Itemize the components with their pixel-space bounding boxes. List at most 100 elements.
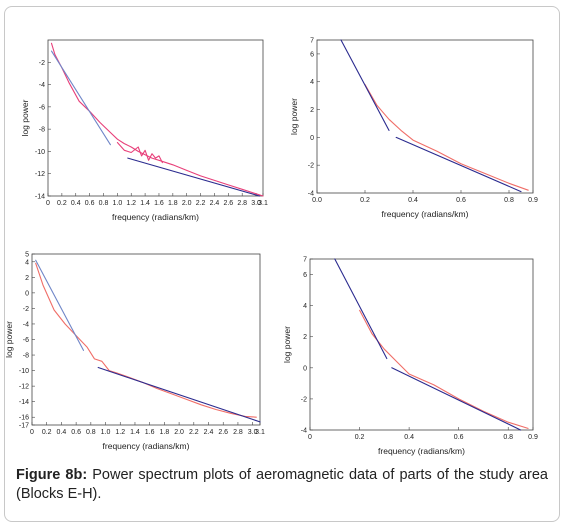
y-tick-label: 6 [310, 51, 314, 58]
y-tick-label: -10 [19, 368, 29, 375]
plot-area [316, 39, 534, 194]
x-tick-label: 0.8 [503, 434, 513, 441]
y-tick-label: -4 [301, 428, 307, 435]
y-tick-label: 4 [25, 259, 29, 266]
x-tick-label: 0.8 [86, 429, 96, 436]
y-tick-label: 6 [303, 272, 307, 279]
x-tick-label: 2.2 [196, 200, 206, 207]
x-tick-label: 0.9 [528, 197, 538, 204]
x-tick-label: 1.8 [168, 200, 178, 207]
x-tick-label: 2.8 [237, 200, 247, 207]
plot-area [309, 258, 534, 431]
series-line [359, 309, 529, 429]
caption-text: Power spectrum plots of aeromagnetic dat… [16, 467, 548, 502]
y-axis-label: log power [289, 98, 299, 135]
x-tick-label: 2.6 [223, 200, 233, 207]
y-tick-label: 7 [310, 38, 314, 45]
x-tick-label: 0 [308, 434, 312, 441]
y-tick-label: -2 [39, 60, 45, 67]
x-tick-label: 0.0 [312, 197, 322, 204]
x-tick-label: 0.8 [504, 197, 514, 204]
x-tick-label: 0.9 [528, 434, 538, 441]
x-tick-label: 0.6 [71, 429, 81, 436]
x-tick-label: 0.4 [404, 434, 414, 441]
x-tick-label: 1.0 [112, 200, 122, 207]
y-tick-label: 7 [303, 257, 307, 264]
x-tick-label: 0 [46, 200, 50, 207]
x-tick-label: 2.4 [204, 429, 214, 436]
x-tick-label: 1.0 [101, 429, 111, 436]
y-axis-label: log power [282, 326, 292, 363]
y-axis-label: log power [20, 99, 30, 136]
series-line [35, 259, 85, 351]
y-tick-label: -6 [39, 104, 45, 111]
x-tick-label: 0.6 [454, 434, 464, 441]
y-tick-label: -12 [35, 171, 45, 178]
x-tick-label: 1.6 [154, 200, 164, 207]
x-axis-label: frequency (radians/km) [382, 209, 469, 219]
y-tick-label: 5 [25, 252, 29, 259]
series-line [395, 136, 522, 193]
x-tick-label: 0.2 [42, 429, 52, 436]
y-tick-label: -4 [39, 82, 45, 89]
x-axis-label: frequency (radians/km) [378, 446, 465, 456]
y-tick-label: -6 [23, 337, 29, 344]
x-tick-label: 1.8 [160, 429, 170, 436]
y-tick-label: 4 [303, 303, 307, 310]
figure-frame [4, 6, 560, 522]
y-tick-label: -4 [23, 321, 29, 328]
y-tick-label: -14 [19, 399, 29, 406]
y-tick-label: 0 [310, 135, 314, 142]
x-axis-label: frequency (radians/km) [112, 212, 199, 222]
x-tick-label: 0.4 [57, 429, 67, 436]
series-line [334, 258, 388, 360]
x-tick-label: 2.2 [189, 429, 199, 436]
y-tick-label: -10 [35, 149, 45, 156]
series-line [97, 366, 261, 423]
x-tick-label: 2.8 [233, 429, 243, 436]
x-tick-label: 2.0 [174, 429, 184, 436]
y-tick-label: -2 [23, 306, 29, 313]
x-tick-label: 1.6 [145, 429, 155, 436]
x-tick-label: 0.2 [355, 434, 365, 441]
y-tick-label: -2 [308, 163, 314, 170]
y-tick-label: 2 [303, 334, 307, 341]
x-tick-label: 2.0 [182, 200, 192, 207]
x-axis-label: frequency (radians/km) [103, 441, 190, 451]
x-tick-label: 0.4 [71, 200, 81, 207]
series-line [391, 367, 522, 431]
x-tick-label: 2.4 [210, 200, 220, 207]
x-tick-label: 2.6 [218, 429, 228, 436]
series-line [50, 42, 264, 197]
x-tick-label: 0.2 [360, 197, 370, 204]
x-tick-label: 0.6 [85, 200, 95, 207]
series-line [50, 50, 111, 146]
x-tick-label: 0.8 [99, 200, 109, 207]
series-line [35, 262, 257, 418]
x-tick-label: 1.2 [126, 200, 136, 207]
x-tick-label: 3.1 [255, 429, 265, 436]
x-tick-label: 0 [30, 429, 34, 436]
x-tick-label: 1.4 [130, 429, 140, 436]
series-line [364, 83, 529, 191]
x-tick-label: 3.0 [248, 429, 258, 436]
y-tick-label: 2 [310, 107, 314, 114]
x-tick-label: 1.2 [115, 429, 125, 436]
y-axis-label: log power [4, 321, 14, 358]
y-tick-label: -8 [39, 127, 45, 134]
x-tick-label: 3.1 [258, 200, 268, 207]
y-tick-label: -2 [301, 396, 307, 403]
series-line [116, 141, 163, 164]
y-tick-label: 2 [25, 275, 29, 282]
x-tick-label: 0.4 [408, 197, 418, 204]
series-line [340, 39, 390, 131]
y-tick-label: 0 [25, 290, 29, 297]
y-tick-label: -17 [19, 423, 29, 430]
y-tick-label: -14 [35, 194, 45, 201]
y-tick-label: -12 [19, 384, 29, 391]
figure-caption: Figure 8b: Power spectrum plots of aerom… [16, 466, 548, 504]
